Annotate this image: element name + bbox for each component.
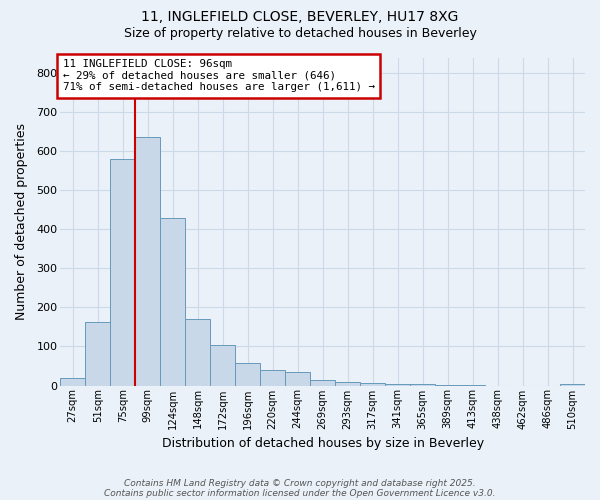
Bar	[235, 364, 260, 386]
Bar	[560, 384, 585, 386]
Bar	[385, 384, 410, 386]
Bar	[60, 378, 85, 386]
Text: Contains public sector information licensed under the Open Government Licence v3: Contains public sector information licen…	[104, 488, 496, 498]
Bar	[260, 370, 285, 386]
Bar	[310, 380, 335, 386]
X-axis label: Distribution of detached houses by size in Beverley: Distribution of detached houses by size …	[161, 437, 484, 450]
Bar	[285, 372, 310, 386]
Bar	[85, 322, 110, 386]
Y-axis label: Number of detached properties: Number of detached properties	[15, 123, 28, 320]
Bar	[110, 159, 135, 386]
Bar	[410, 384, 435, 386]
Text: 11, INGLEFIELD CLOSE, BEVERLEY, HU17 8XG: 11, INGLEFIELD CLOSE, BEVERLEY, HU17 8XG	[142, 10, 458, 24]
Bar	[335, 382, 360, 386]
Bar	[360, 383, 385, 386]
Bar	[185, 319, 210, 386]
Bar	[210, 344, 235, 386]
Text: 11 INGLEFIELD CLOSE: 96sqm
← 29% of detached houses are smaller (646)
71% of sem: 11 INGLEFIELD CLOSE: 96sqm ← 29% of deta…	[63, 59, 375, 92]
Bar	[135, 137, 160, 386]
Text: Contains HM Land Registry data © Crown copyright and database right 2025.: Contains HM Land Registry data © Crown c…	[124, 478, 476, 488]
Bar	[160, 218, 185, 386]
Text: Size of property relative to detached houses in Beverley: Size of property relative to detached ho…	[124, 28, 476, 40]
